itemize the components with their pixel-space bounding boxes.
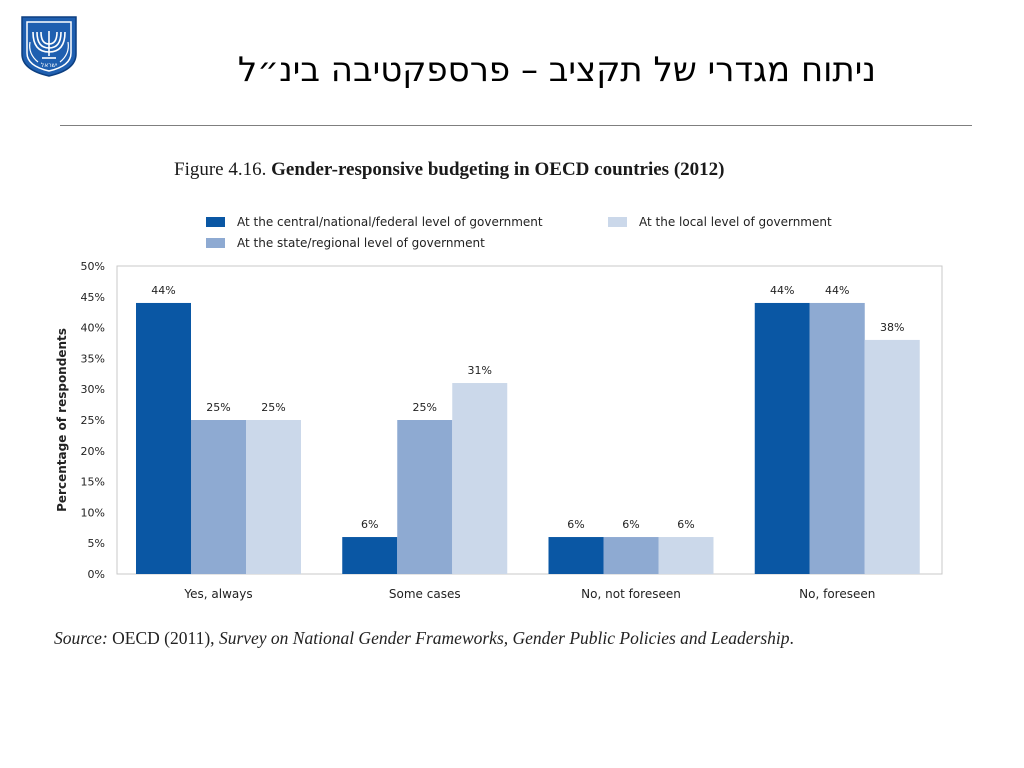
bar-value-label: 6%: [567, 518, 584, 531]
y-axis-label: Percentage of respondents: [55, 328, 69, 512]
legend-item-regional: At the state/regional level of governmen…: [206, 236, 485, 250]
legend-item-central: At the central/national/federal level of…: [206, 215, 543, 229]
source-prefix: OECD (2011),: [107, 628, 219, 648]
legend-label-regional: At the state/regional level of governmen…: [237, 236, 485, 250]
figure-title: Figure 4.16. Gender-responsive budgeting…: [174, 159, 724, 181]
bar-value-label: 38%: [880, 321, 904, 334]
bar-value-label: 6%: [622, 518, 639, 531]
bar-value-label: 25%: [413, 401, 437, 414]
y-tick-label: 40%: [81, 322, 105, 335]
y-tick-label: 35%: [81, 352, 105, 365]
bar-value-label: 25%: [261, 401, 285, 414]
x-category-label: No, not foreseen: [581, 587, 681, 601]
bar-value-label: 6%: [677, 518, 694, 531]
x-category-label: Yes, always: [183, 587, 252, 601]
bar: [191, 420, 246, 574]
legend-swatch-regional: [206, 238, 225, 248]
y-tick-label: 5%: [88, 537, 105, 550]
bar: [342, 537, 398, 574]
title-divider: [60, 125, 972, 126]
source-title: Survey on National Gender Frameworks, Ge…: [218, 628, 790, 648]
state-emblem-icon: ישראל: [21, 16, 77, 77]
source-suffix: .: [789, 628, 794, 648]
bar: [136, 302, 191, 574]
legend-item-local: At the local level of government: [608, 215, 832, 229]
source-note: Source: OECD (2011), Survey on National …: [54, 628, 794, 649]
y-tick-label: 10%: [81, 506, 105, 519]
legend-swatch-local: [608, 217, 627, 227]
legend-label-local: At the local level of government: [639, 215, 832, 229]
bar: [452, 383, 508, 574]
bar: [246, 420, 301, 574]
x-category-label: No, foreseen: [799, 587, 875, 601]
bar: [548, 537, 604, 574]
figure-title-text: Gender-responsive budgeting in OECD coun…: [271, 159, 725, 180]
bar-value-label: 25%: [206, 401, 230, 414]
y-tick-label: 50%: [81, 260, 105, 273]
figure-number: Figure 4.16.: [174, 159, 267, 180]
legend-swatch-central: [206, 217, 225, 227]
bar: [397, 420, 453, 574]
legend-label-central: At the central/national/federal level of…: [237, 215, 543, 229]
bar: [754, 302, 810, 574]
bar-value-label: 6%: [361, 518, 378, 531]
y-tick-label: 30%: [81, 383, 105, 396]
y-tick-label: 15%: [81, 476, 105, 489]
bar-value-label: 44%: [770, 284, 794, 297]
bar: [658, 537, 714, 574]
emblem-text: ישראל: [41, 62, 57, 69]
bar-value-label: 44%: [825, 284, 849, 297]
bar: [809, 302, 865, 574]
y-tick-label: 0%: [88, 568, 105, 581]
y-tick-label: 45%: [81, 291, 105, 304]
bar-value-label: 31%: [468, 364, 492, 377]
source-label: Source:: [54, 628, 108, 648]
y-tick-label: 25%: [81, 414, 105, 427]
x-category-label: Some cases: [389, 587, 461, 601]
y-tick-label: 20%: [81, 445, 105, 458]
bar-value-label: 44%: [151, 284, 175, 297]
bar: [864, 339, 920, 574]
bar: [603, 537, 659, 574]
slide-title: ניתוח מגדרי של תקציב – פרספקטיבה בינ״ל: [237, 50, 876, 90]
